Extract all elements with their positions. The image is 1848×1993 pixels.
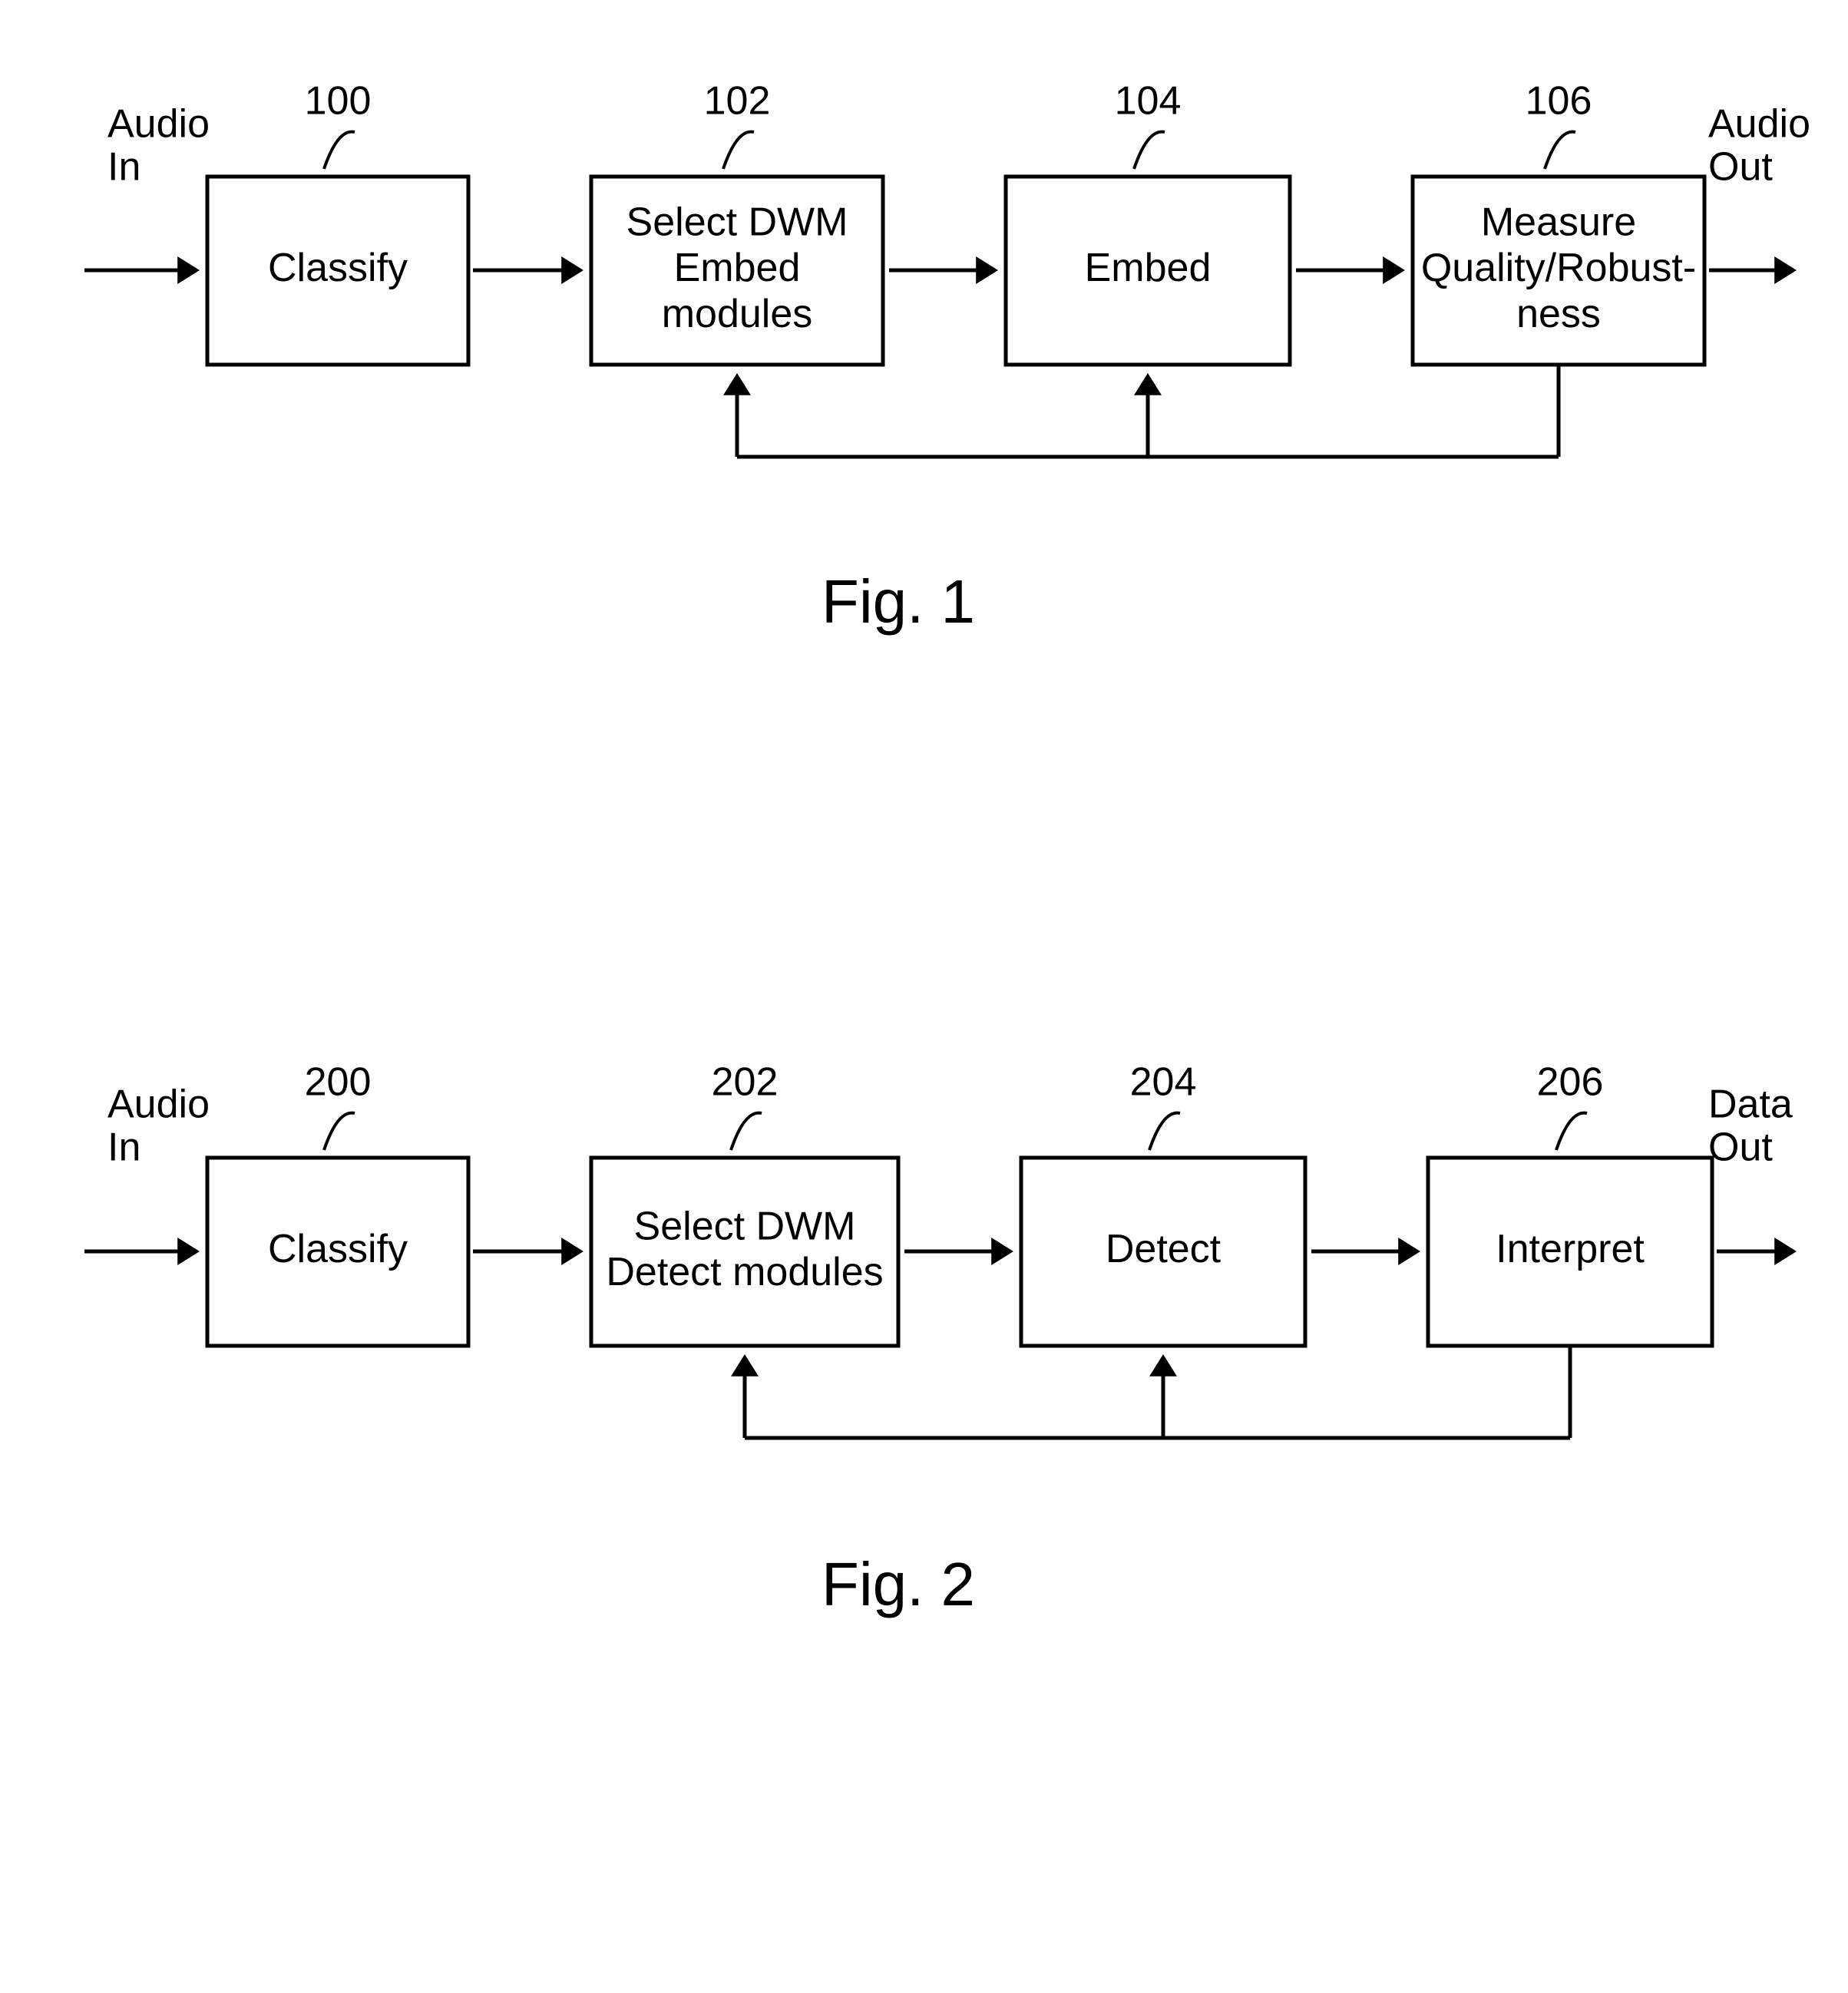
svg-text:In: In <box>107 145 141 190</box>
arrow <box>84 1238 200 1265</box>
feedback-path <box>723 365 1559 457</box>
svg-text:100: 100 <box>305 79 372 124</box>
svg-text:Quality/Robust-: Quality/Robust- <box>1421 246 1696 290</box>
arrow <box>889 256 998 284</box>
svg-text:Data: Data <box>1708 1082 1793 1127</box>
svg-text:Classify: Classify <box>268 1227 408 1271</box>
arrow <box>473 1238 583 1265</box>
arrow <box>84 256 200 284</box>
svg-text:102: 102 <box>704 79 771 124</box>
svg-text:Select DWM: Select DWM <box>626 200 848 244</box>
svg-text:204: 204 <box>1130 1060 1197 1105</box>
flow-box: 200 Classify <box>207 1060 468 1346</box>
svg-text:Measure: Measure <box>1481 200 1636 244</box>
figure: AudioInDataOut200Classify202Select DWMDe… <box>84 1060 1797 1618</box>
svg-text:Audio: Audio <box>1708 102 1810 147</box>
svg-text:Detect: Detect <box>1106 1227 1222 1271</box>
diagram-canvas: AudioInAudioOut100Classify102Select DWME… <box>0 0 1848 1993</box>
svg-text:In: In <box>107 1125 141 1170</box>
svg-text:202: 202 <box>712 1060 779 1105</box>
svg-text:ness: ness <box>1516 292 1601 336</box>
svg-text:Embed: Embed <box>1085 246 1212 290</box>
svg-text:Classify: Classify <box>268 246 408 290</box>
arrow <box>1296 256 1405 284</box>
flow-box: 100 Classify <box>207 79 468 365</box>
flow-box: 204 Detect <box>1021 1060 1305 1346</box>
svg-text:106: 106 <box>1526 79 1592 124</box>
arrow <box>1709 256 1797 284</box>
svg-text:Audio: Audio <box>107 1082 210 1127</box>
flow-box: 106 MeasureQuality/Robust-ness <box>1413 79 1704 365</box>
arrow <box>1311 1238 1420 1265</box>
svg-text:Embed: Embed <box>674 246 801 290</box>
svg-text:Interpret: Interpret <box>1496 1227 1645 1271</box>
flow-box: 202 Select DWMDetect modules <box>591 1060 898 1346</box>
flow-box: 206 Interpret <box>1428 1060 1712 1346</box>
svg-text:modules: modules <box>662 292 813 336</box>
svg-text:104: 104 <box>1115 79 1182 124</box>
arrow <box>473 256 583 284</box>
svg-text:200: 200 <box>305 1060 372 1105</box>
svg-text:Out: Out <box>1708 1125 1773 1170</box>
flow-box: 102 Select DWMEmbedmodules <box>591 79 883 365</box>
svg-text:Fig. 1: Fig. 1 <box>822 567 975 636</box>
svg-text:Select DWM: Select DWM <box>634 1204 856 1248</box>
svg-text:206: 206 <box>1537 1060 1604 1105</box>
arrow <box>1717 1238 1797 1265</box>
svg-text:Fig. 2: Fig. 2 <box>822 1550 975 1618</box>
svg-text:Audio: Audio <box>107 102 210 147</box>
feedback-path <box>731 1346 1570 1438</box>
figure: AudioInAudioOut100Classify102Select DWME… <box>84 79 1810 636</box>
flow-box: 104 Embed <box>1006 79 1290 365</box>
svg-text:Out: Out <box>1708 145 1773 190</box>
svg-text:Detect modules: Detect modules <box>606 1250 883 1294</box>
arrow <box>904 1238 1013 1265</box>
